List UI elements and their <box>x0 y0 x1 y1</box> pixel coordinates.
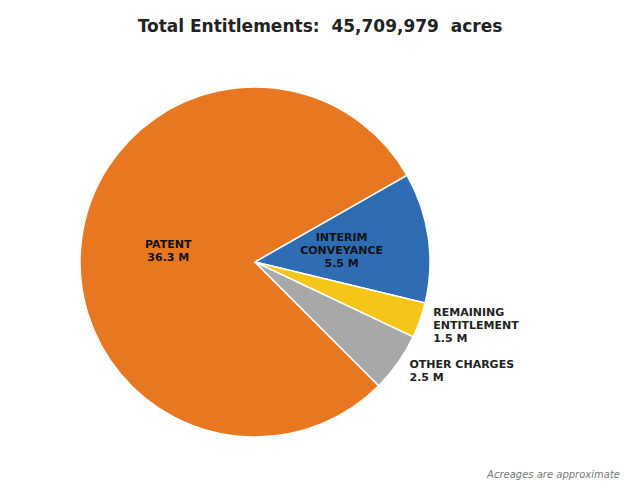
data-label: 1.5 M <box>433 332 467 345</box>
slice <box>255 262 413 386</box>
slice-label-line: INTERIM <box>316 231 368 244</box>
slice-label-line: PATENT <box>145 238 192 251</box>
data-label: 2.5 M <box>409 371 443 384</box>
slice-label-line: CONVEYANCE <box>300 244 383 257</box>
chart: Total Entitlements: 45,709,979 acres Acre… <box>0 0 640 490</box>
pie <box>80 87 430 437</box>
slice-label-line: ENTITLEMENT <box>433 319 519 332</box>
slice-label-line: REMAINING <box>433 306 504 319</box>
annotation: Acreages are approximate <box>486 469 620 480</box>
slice-label: OTHER CHARGES <box>409 358 514 371</box>
data-label: 5.5 M <box>325 257 359 270</box>
labels: PATENT36.3 M INTERIMCONVEYANCE5.5 M REMAIN… <box>145 231 519 385</box>
data-label: 36.3 M <box>147 251 189 264</box>
title: Total Entitlements: 45,709,979 acres <box>138 16 503 36</box>
slice <box>80 87 407 437</box>
slice-label: INTERIMCONVEYANCE <box>300 231 383 257</box>
slice-label: PATENT <box>145 238 192 251</box>
slice-label: REMAININGENTITLEMENT <box>433 306 519 332</box>
slice-label-line: OTHER CHARGES <box>409 358 514 371</box>
